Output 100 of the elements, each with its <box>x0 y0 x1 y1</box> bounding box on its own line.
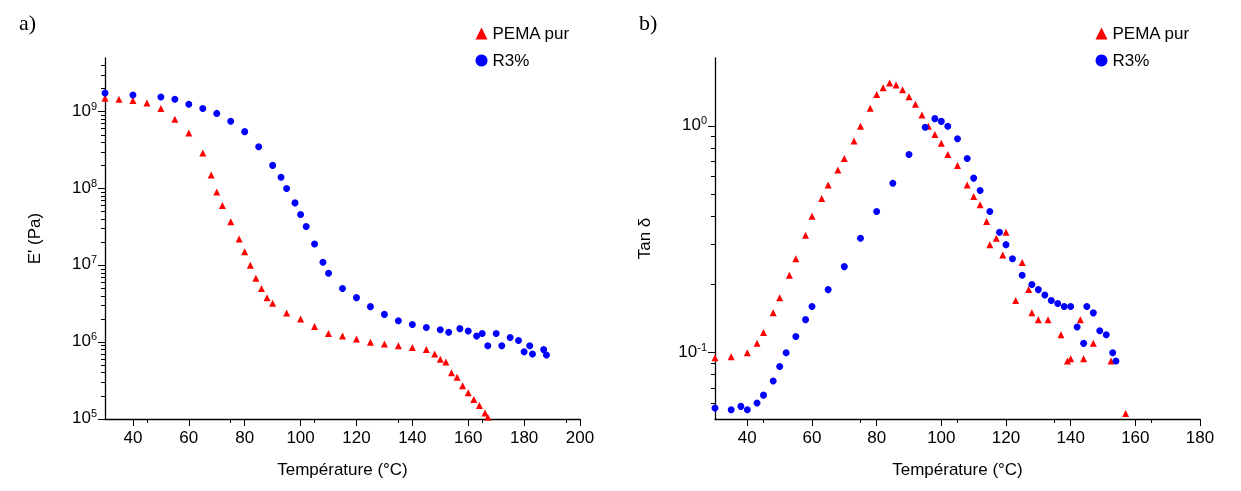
point <box>776 362 784 370</box>
point <box>297 210 305 218</box>
point <box>506 334 514 342</box>
point <box>1083 303 1091 310</box>
point <box>840 155 848 163</box>
point <box>227 117 235 125</box>
x-tick-label: 80 <box>235 428 255 447</box>
point <box>889 179 897 187</box>
point <box>727 406 735 414</box>
y-tick-label: 10$^{6}$ <box>71 329 97 351</box>
point <box>1018 271 1026 279</box>
point <box>1060 303 1068 310</box>
point <box>1028 281 1036 289</box>
point <box>478 329 486 337</box>
point <box>1034 316 1042 324</box>
x-tick-label: 180 <box>509 428 539 447</box>
point <box>442 358 450 366</box>
point <box>873 208 881 216</box>
point <box>408 344 416 352</box>
point <box>905 151 913 158</box>
point <box>352 294 360 302</box>
y-axis-title: Tan δ <box>635 217 654 260</box>
point <box>892 81 900 89</box>
point <box>963 155 971 163</box>
point <box>911 100 919 108</box>
legend-label: R3% <box>492 51 530 70</box>
point <box>1057 331 1065 339</box>
point <box>269 161 277 169</box>
point <box>297 315 305 323</box>
point <box>899 86 907 94</box>
point <box>115 95 123 103</box>
point <box>986 241 994 249</box>
point <box>1002 241 1010 249</box>
legend-label: PEMA pur <box>492 24 570 43</box>
point <box>529 350 536 358</box>
point <box>436 326 444 334</box>
point <box>325 329 333 337</box>
point <box>976 187 984 195</box>
point <box>1067 303 1075 310</box>
point <box>422 346 430 354</box>
point <box>1096 327 1104 335</box>
point <box>366 303 374 311</box>
point <box>218 202 226 210</box>
point <box>937 117 945 125</box>
point <box>1080 339 1088 347</box>
point <box>171 95 179 103</box>
point <box>760 391 767 399</box>
point <box>1012 297 1020 305</box>
point <box>394 342 402 350</box>
point <box>263 294 271 302</box>
point <box>542 351 550 359</box>
point <box>1044 316 1052 324</box>
point <box>498 342 506 350</box>
point <box>1047 297 1055 305</box>
point <box>257 284 265 292</box>
point <box>834 166 842 174</box>
point <box>470 395 478 403</box>
x-tick-label: 100 <box>286 428 315 447</box>
x-tick-label: 40 <box>123 428 143 447</box>
y-tick-label: 10$^{9}$ <box>71 99 97 121</box>
point <box>999 251 1007 259</box>
point <box>473 332 481 340</box>
point <box>769 377 777 385</box>
point <box>520 348 528 356</box>
point <box>269 299 277 307</box>
point <box>873 91 881 99</box>
legend-label: R3% <box>1112 51 1150 70</box>
point <box>996 228 1004 236</box>
point <box>944 151 952 158</box>
point <box>456 325 464 333</box>
x-tick-label: 80 <box>867 428 887 447</box>
point <box>255 143 263 151</box>
point <box>213 109 221 117</box>
y-tick-label: 10$^{-1}$ <box>678 340 707 362</box>
chart-title: b) <box>639 9 658 35</box>
point <box>311 240 319 248</box>
point <box>464 327 472 335</box>
x-tick-label: 120 <box>991 428 1021 447</box>
point <box>1054 299 1062 307</box>
x-axis-title: Température (°C) <box>277 460 408 479</box>
point <box>818 194 826 202</box>
x-tick-label: 140 <box>1056 428 1085 447</box>
point <box>944 122 952 130</box>
x-tick-label: 160 <box>1121 428 1150 447</box>
point <box>711 354 719 362</box>
point <box>1109 349 1117 357</box>
point <box>866 104 874 112</box>
point <box>484 342 492 350</box>
point <box>283 185 291 193</box>
point <box>808 303 816 310</box>
point <box>157 93 165 101</box>
x-tick-label: 40 <box>737 428 757 447</box>
point <box>931 115 939 123</box>
point <box>963 181 971 189</box>
point <box>1076 316 1084 324</box>
point <box>1034 286 1042 294</box>
point <box>1008 255 1016 263</box>
point <box>954 135 961 143</box>
y-tick-label: 10$^{8}$ <box>71 176 97 197</box>
point <box>857 234 864 242</box>
